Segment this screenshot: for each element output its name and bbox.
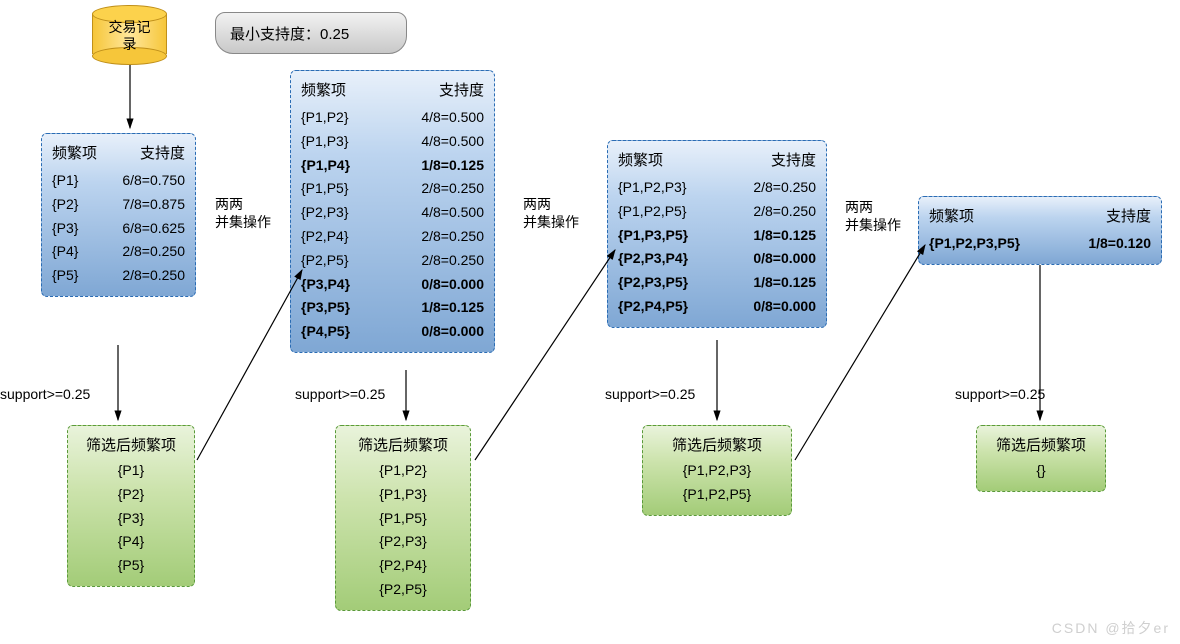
list-item: {P3} bbox=[78, 507, 184, 531]
table-row: {P1,P5}2/8=0.250 bbox=[301, 177, 484, 201]
table-row: {P1,P4}1/8=0.125 bbox=[301, 154, 484, 178]
list-item: {} bbox=[987, 459, 1095, 483]
list-item: {P2,P4} bbox=[346, 554, 460, 578]
list-item: {P1,P2,P3} bbox=[653, 459, 781, 483]
list-item: {P1} bbox=[78, 459, 184, 483]
cylinder-label: 交易记录 bbox=[92, 19, 167, 53]
table-row: {P4,P5}0/8=0.000 bbox=[301, 320, 484, 344]
list-item: {P2,P3} bbox=[346, 530, 460, 554]
transaction-db-icon: 交易记录 bbox=[92, 5, 167, 65]
candidate-table-3: 频繁项 支持度 {P1,P2,P3}2/8=0.250{P1,P2,P5}2/8=0… bbox=[607, 140, 827, 328]
table-row: {P2,P4,P5}0/8=0.000 bbox=[618, 295, 816, 319]
filtered-title: 筛选后频繁项 bbox=[78, 434, 184, 455]
list-item: {P1,P3} bbox=[346, 483, 460, 507]
filtered-table-1: 筛选后频繁项 {P1}{P2}{P3}{P4}{P5} bbox=[67, 425, 195, 587]
col-header-support: 支持度 bbox=[439, 79, 484, 100]
col-header-item: 频繁项 bbox=[618, 149, 675, 170]
col-header-support: 支持度 bbox=[1106, 205, 1151, 226]
col-header-item: 频繁项 bbox=[301, 79, 358, 100]
min-support-tag: 最小支持度：0.25 bbox=[215, 12, 407, 54]
list-item: {P2,P5} bbox=[346, 578, 460, 602]
support-threshold-label: support>=0.25 bbox=[605, 386, 695, 402]
table-row: {P3,P5}1/8=0.125 bbox=[301, 296, 484, 320]
watermark: CSDN @拾夕er bbox=[1052, 618, 1170, 638]
support-threshold-label: support>=0.25 bbox=[0, 386, 90, 402]
table-row: {P1,P2,P3}2/8=0.250 bbox=[618, 176, 816, 200]
table-row: {P4}2/8=0.250 bbox=[52, 240, 185, 264]
union-op-label: 两两并集操作 bbox=[523, 195, 579, 231]
table-row: {P1,P2,P5}2/8=0.250 bbox=[618, 200, 816, 224]
table-row: {P2,P3,P4}0/8=0.000 bbox=[618, 247, 816, 271]
table-row: {P5}2/8=0.250 bbox=[52, 264, 185, 288]
filtered-title: 筛选后频繁项 bbox=[653, 434, 781, 455]
col-header-support: 支持度 bbox=[140, 142, 185, 163]
table-row: {P2,P5}2/8=0.250 bbox=[301, 249, 484, 273]
support-threshold-label: support>=0.25 bbox=[955, 386, 1045, 402]
table-row: {P1,P3}4/8=0.500 bbox=[301, 130, 484, 154]
list-item: {P1,P2} bbox=[346, 459, 460, 483]
candidate-table-1: 频繁项 支持度 {P1}6/8=0.750{P2}7/8=0.875{P3}6/8=… bbox=[41, 133, 196, 297]
table-row: {P2}7/8=0.875 bbox=[52, 193, 185, 217]
list-item: {P1,P2,P5} bbox=[653, 483, 781, 507]
list-item: {P5} bbox=[78, 554, 184, 578]
filtered-table-2: 筛选后频繁项 {P1,P2}{P1,P3}{P1,P5}{P2,P3}{P2,P4… bbox=[335, 425, 471, 611]
table-row: {P1,P2}4/8=0.500 bbox=[301, 106, 484, 130]
support-threshold-label: support>=0.25 bbox=[295, 386, 385, 402]
union-op-label: 两两并集操作 bbox=[845, 198, 901, 234]
candidate-table-2: 频繁项支持度{P1,P2}4/8=0.500{P1,P3}4/8=0.500{P… bbox=[290, 70, 495, 353]
col-header-item: 频繁项 bbox=[929, 205, 986, 226]
list-item: {P2} bbox=[78, 483, 184, 507]
candidate-table-4: 频繁项 支持度 {P1,P2,P3,P5}1/8=0.120 bbox=[918, 196, 1162, 265]
table-row: {P2,P3,P5}1/8=0.125 bbox=[618, 271, 816, 295]
filtered-title: 筛选后频繁项 bbox=[346, 434, 460, 455]
table-row: {P3,P4}0/8=0.000 bbox=[301, 273, 484, 297]
filtered-table-3: 筛选后频繁项 {P1,P2,P3}{P1,P2,P5} bbox=[642, 425, 792, 516]
list-item: {P4} bbox=[78, 530, 184, 554]
table-row: {P2,P4}2/8=0.250 bbox=[301, 225, 484, 249]
union-op-label: 两两并集操作 bbox=[215, 195, 271, 231]
table-row: {P1,P3,P5}1/8=0.125 bbox=[618, 224, 816, 248]
table-row: {P3}6/8=0.625 bbox=[52, 217, 185, 241]
filtered-table-4: 筛选后频繁项 {} bbox=[976, 425, 1106, 492]
filtered-title: 筛选后频繁项 bbox=[987, 434, 1095, 455]
table-row: {P1}6/8=0.750 bbox=[52, 169, 185, 193]
col-header-item: 频繁项 bbox=[52, 142, 109, 163]
list-item: {P1,P5} bbox=[346, 507, 460, 531]
col-header-support: 支持度 bbox=[771, 149, 816, 170]
table-row: {P1,P2,P3,P5}1/8=0.120 bbox=[929, 232, 1151, 256]
table-row: {P2,P3}4/8=0.500 bbox=[301, 201, 484, 225]
